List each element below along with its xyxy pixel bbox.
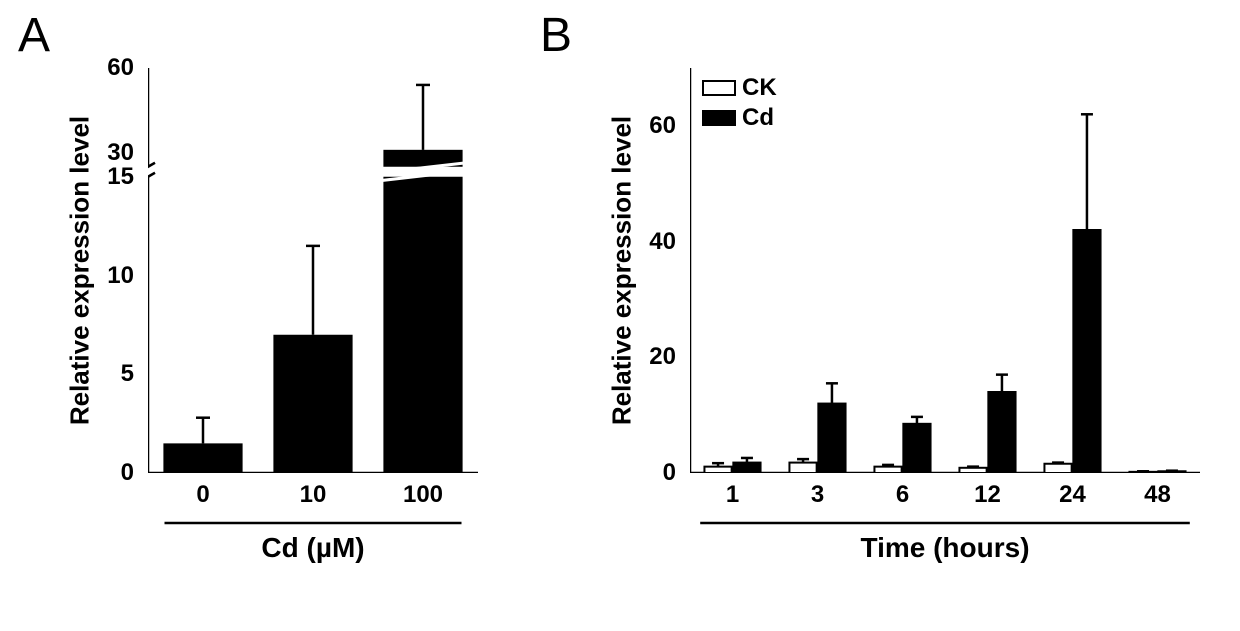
panel-a-ytick: 5 bbox=[121, 360, 134, 388]
panel-b-xtick: 3 bbox=[811, 481, 824, 509]
panel-b-xlabel: Time (hours) bbox=[690, 532, 1200, 564]
panel-a-ylabel: Relative expression level bbox=[65, 111, 96, 431]
panel-b-xtick: 48 bbox=[1144, 481, 1171, 509]
panel-b-ytick: 0 bbox=[663, 459, 676, 487]
legend-text: CK bbox=[742, 74, 777, 102]
panel-b-xtick: 6 bbox=[896, 481, 909, 509]
panel-a-xtick: 10 bbox=[300, 481, 327, 509]
panel-b-legend: CKCd bbox=[702, 74, 777, 134]
panel-a-ytick: 0 bbox=[121, 459, 134, 487]
panel-a-label: A bbox=[18, 8, 50, 63]
panel-b-ytick: 40 bbox=[649, 228, 676, 256]
panel-a-chart bbox=[148, 68, 478, 473]
panel-b-ytick: 60 bbox=[649, 112, 676, 140]
panel-a-ytick: 10 bbox=[107, 262, 134, 290]
panel-b-xtick: 1 bbox=[726, 481, 739, 509]
legend-item: CK bbox=[702, 74, 777, 102]
panel-a-ytick: 30 bbox=[107, 139, 134, 167]
panel-b-ylabel: Relative expression level bbox=[607, 111, 638, 431]
legend-swatch bbox=[702, 80, 736, 96]
panel-b-xtick: 24 bbox=[1059, 481, 1086, 509]
panel-a-xtick: 100 bbox=[403, 481, 443, 509]
legend-swatch bbox=[702, 110, 736, 126]
panel-a-ytick: 60 bbox=[107, 54, 134, 82]
panel-b-xlabel-bar bbox=[690, 520, 1200, 526]
legend-item: Cd bbox=[702, 104, 777, 132]
panel-b-label: B bbox=[540, 8, 572, 63]
legend-text: Cd bbox=[742, 104, 774, 132]
panel-b-xtick: 12 bbox=[974, 481, 1001, 509]
panel-a-xlabel-bar bbox=[148, 520, 478, 526]
panel-b-ytick: 20 bbox=[649, 343, 676, 371]
panel-a-xtick: 0 bbox=[196, 481, 209, 509]
panel-a-xlabel: Cd (µM) bbox=[148, 532, 478, 564]
panel-a-ytick: 15 bbox=[107, 163, 134, 191]
